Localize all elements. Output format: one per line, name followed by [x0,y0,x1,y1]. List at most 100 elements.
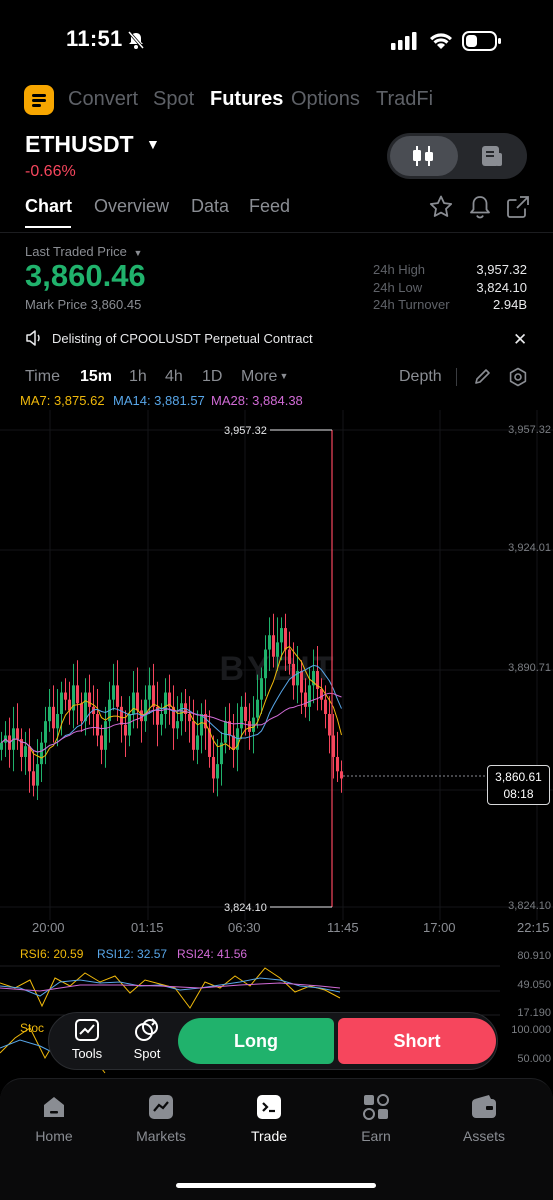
star-icon[interactable] [429,195,453,218]
candle-body [208,728,211,757]
ma28-line [1,692,342,753]
last-price: 3,860.46 [25,258,146,293]
time-axis-label: 17:00 [423,920,456,935]
last-price-label[interactable]: Last Traded Price ▼ [25,244,142,259]
timeframe-1h[interactable]: 1h [129,368,147,385]
candle-body [32,771,35,786]
candle-body [244,706,247,722]
tab-overview[interactable]: Overview [94,196,170,216]
timeframe-4h[interactable]: 4h [165,368,183,385]
candle-body [68,699,71,711]
nav-earn[interactable]: Earn [336,1094,416,1144]
menu-logo-icon[interactable] [24,85,54,115]
price-axis-label: 3,924.01 [508,542,551,554]
rsi-axis-label: 17.190 [517,1007,551,1019]
active-tab-underline [25,226,71,228]
short-button[interactable]: Short [338,1018,496,1064]
candle-body [156,706,159,725]
tab-data[interactable]: Data [191,196,230,216]
ma28-value: MA28: 3,884.38 [211,393,303,408]
candle-body [20,739,23,757]
timeframe-more[interactable]: More ▼ [241,368,288,386]
time-axis-label: 01:15 [131,920,164,935]
rsi-axis-label: 49.050 [517,979,551,991]
long-button[interactable]: Long [178,1018,334,1064]
candle-body [48,706,51,722]
candle-body [336,756,339,772]
candle-body [36,764,39,786]
candle-body [164,692,167,715]
nav-markets[interactable]: Markets [121,1094,201,1144]
candle-body [72,685,75,711]
tab-feed[interactable]: Feed [249,196,291,216]
close-icon[interactable]: ✕ [513,330,528,349]
tab-futures[interactable]: Futures [210,88,284,110]
chart-tools-icon [75,1019,99,1041]
candle-body [76,685,79,704]
candle-body [200,714,203,736]
high-label: 3,957.32 [224,425,267,437]
stat-low-label: 24h Low [373,280,423,295]
battery-icon [462,30,502,57]
candle-body [60,692,63,715]
tab-tradfi[interactable]: TradFi [376,88,434,110]
tools-label: Tools [71,1046,103,1061]
candle-body [272,635,275,657]
candle-body [104,721,107,750]
time-axis-label: 06:30 [228,920,261,935]
candle-body [24,746,27,757]
candle-body [304,692,307,707]
candlestick-chart[interactable]: BYBIT 3,957.32 3,824.10 [0,410,553,920]
stat-turnover-value: 2.94B [493,297,527,312]
stat-high-value: 3,957.32 [476,262,527,277]
order-book-view-icon[interactable] [481,145,503,167]
bell-icon[interactable] [469,195,491,219]
announcement-text[interactable]: Delisting of CPOOLUSDT Perpetual Contrac… [52,331,313,346]
tab-chart[interactable]: Chart [25,196,73,216]
tab-convert[interactable]: Convert [68,88,139,110]
view-switch[interactable] [387,133,527,179]
tab-spot[interactable]: Spot [153,88,195,110]
nav-assets[interactable]: Assets [444,1094,524,1144]
candle-body [328,714,331,736]
price-axis-label: 3,890.71 [508,662,551,674]
candle-body [196,735,199,750]
candle-body [44,721,47,743]
price-axis-label: 3,957.32 [508,424,551,436]
rsi24-line [0,982,341,992]
candle-body [56,714,59,729]
tools-button[interactable]: Tools [62,1018,112,1061]
tab-options[interactable]: Options [291,88,360,110]
candle-body [320,688,323,700]
timeframe-15m[interactable]: 15m [80,368,113,385]
timeframe-time[interactable]: Time [25,368,60,385]
candle-body [300,671,303,693]
candle-body [264,649,267,679]
settings-icon[interactable] [508,367,528,387]
ma7-value: MA7: 3,875.62 [20,393,105,408]
candle-body [80,703,83,722]
nav-home[interactable]: Home [14,1094,94,1144]
candlestick-view-icon[interactable] [410,144,436,168]
candle-body [268,635,271,650]
nav-trade[interactable]: Trade [229,1094,309,1144]
low-label: 3,824.10 [224,902,267,914]
spot-button[interactable]: Spot [122,1018,172,1061]
symbol-selector[interactable]: ETHUSDT ▼ [25,131,160,158]
candle-body [248,721,251,732]
spot-label: Spot [133,1046,161,1061]
candle-body [160,714,163,725]
time-axis-label: 11:45 [327,920,359,935]
stat-low-value: 3,824.10 [476,280,527,295]
candle-body [188,714,191,722]
pencil-icon[interactable] [473,368,491,386]
candle-body [132,692,135,715]
share-icon[interactable] [506,195,530,219]
trade-icon [257,1095,281,1119]
stoch-axis-label: 50.000 [517,1053,551,1065]
depth-toggle[interactable]: Depth [399,368,442,385]
candle-body [88,692,91,707]
caret-down-icon: ▼ [133,248,143,258]
timeframe-1d[interactable]: 1D [202,368,223,385]
candle-body [0,742,3,750]
